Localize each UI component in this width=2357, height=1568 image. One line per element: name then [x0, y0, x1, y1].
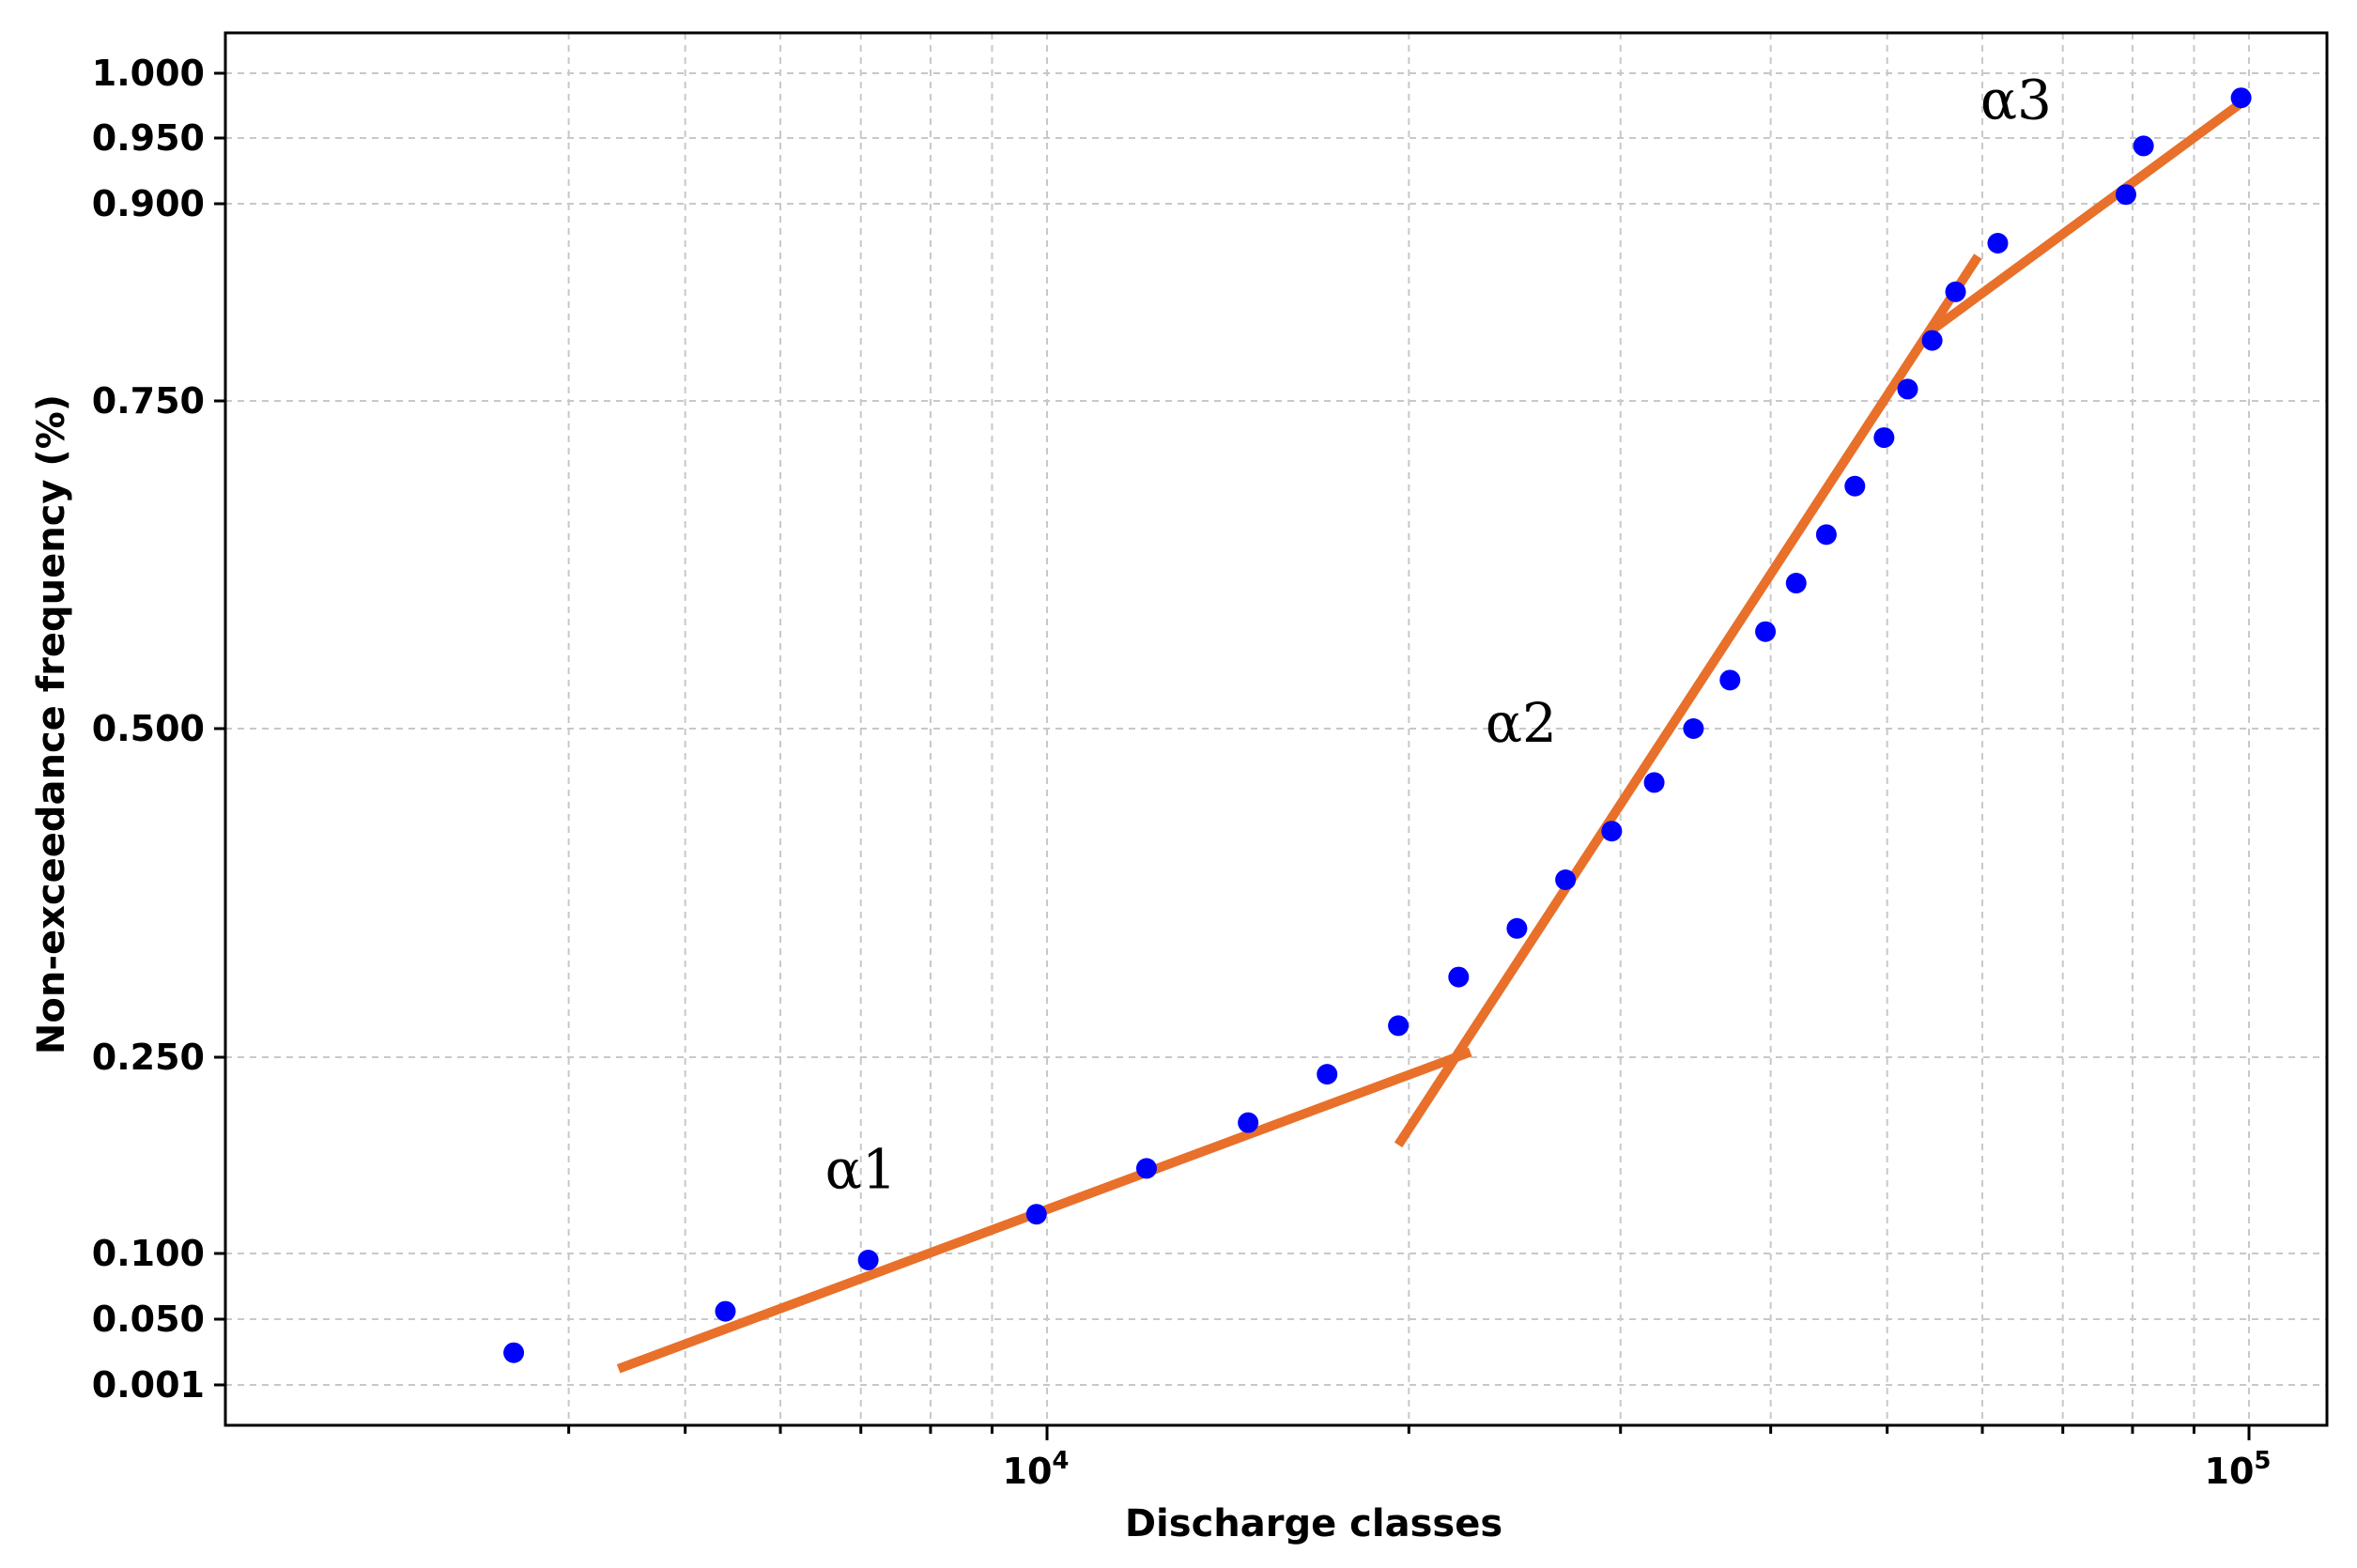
data-point	[1897, 378, 1918, 400]
x-axis: 104 105	[567, 1425, 2272, 1492]
data-point	[1555, 869, 1577, 890]
annotations: α1 α2 α3	[825, 68, 2052, 1201]
data-point	[1815, 524, 1837, 546]
y-tick-label: 0.250	[92, 1037, 205, 1078]
data-point	[1135, 1158, 1157, 1179]
data-point	[1921, 330, 1943, 351]
y-tick-label: 1.000	[92, 53, 205, 94]
y-tick-label: 0.001	[92, 1364, 205, 1406]
data-point	[2230, 87, 2252, 109]
y-tick-label: 0.050	[92, 1299, 205, 1340]
y-axis-title: Non-exceedance frequency (%)	[30, 394, 73, 1054]
data-points	[503, 87, 2252, 1363]
x-tick-label: 105	[2205, 1447, 2272, 1492]
grid	[225, 33, 2327, 1425]
x-axis-title: Discharge classes	[1125, 1502, 1502, 1545]
y-tick-label: 0.100	[92, 1233, 205, 1274]
data-point	[1987, 233, 2009, 254]
fit-line-α2	[1394, 254, 1982, 1148]
data-point	[1388, 1015, 1410, 1037]
data-point	[1945, 281, 1966, 302]
data-point	[2133, 135, 2154, 157]
data-point	[715, 1300, 736, 1322]
data-point	[2115, 184, 2136, 206]
fit-line-α3	[1929, 95, 2250, 334]
annotation-label: α1	[825, 1137, 897, 1201]
y-tick-label: 0.500	[92, 708, 205, 749]
data-point	[1317, 1064, 1338, 1085]
data-point	[1506, 917, 1528, 939]
data-point	[1755, 621, 1777, 642]
data-point	[1873, 427, 1895, 449]
data-point	[1238, 1112, 1259, 1133]
y-axis: 0.001 0.050 0.100 0.250 0.500 0.750 0.900 0.950…	[92, 53, 225, 1406]
data-point	[1448, 966, 1470, 988]
data-point	[1785, 573, 1807, 594]
data-point	[1025, 1204, 1047, 1225]
x-tick-label: 104	[1003, 1447, 1070, 1492]
y-tick-label: 0.900	[92, 183, 205, 224]
data-point	[1683, 718, 1704, 739]
data-point	[1844, 475, 1866, 497]
data-point	[503, 1342, 525, 1363]
data-point	[1719, 669, 1741, 691]
y-tick-label: 0.950	[92, 117, 205, 159]
data-point	[1601, 821, 1623, 842]
annotation-label: α3	[1980, 68, 2052, 131]
data-point	[857, 1250, 879, 1270]
y-tick-label: 0.750	[92, 380, 205, 422]
data-point	[1643, 772, 1665, 793]
annotation-label: α2	[1486, 691, 1557, 755]
